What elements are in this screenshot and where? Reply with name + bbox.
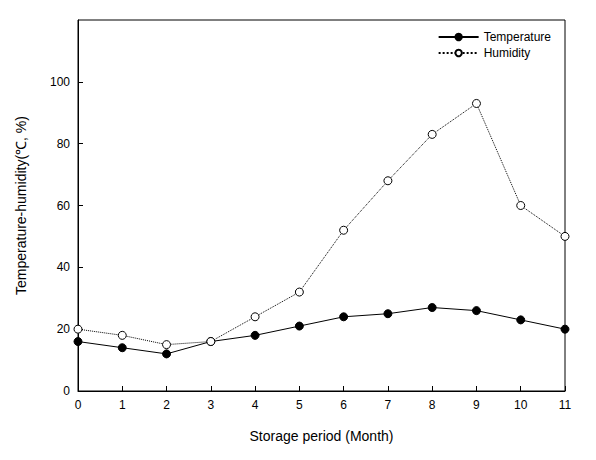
svg-text:Storage period (Month): Storage period (Month)	[250, 428, 394, 444]
svg-text:20: 20	[57, 322, 71, 336]
svg-text:0: 0	[63, 384, 70, 398]
svg-text:10: 10	[514, 398, 528, 412]
svg-text:7: 7	[385, 398, 392, 412]
svg-text:80: 80	[57, 137, 71, 151]
svg-text:4: 4	[252, 398, 259, 412]
svg-text:6: 6	[340, 398, 347, 412]
svg-text:60: 60	[57, 199, 71, 213]
svg-text:Temperature-humidity(℃, %): Temperature-humidity(℃, %)	[13, 116, 29, 295]
svg-text:100: 100	[50, 75, 70, 89]
svg-text:5: 5	[296, 398, 303, 412]
svg-text:Temperature: Temperature	[484, 30, 552, 44]
svg-text:2: 2	[163, 398, 170, 412]
svg-text:1: 1	[119, 398, 126, 412]
svg-text:Humidity: Humidity	[484, 46, 531, 60]
svg-text:0: 0	[75, 398, 82, 412]
svg-text:8: 8	[429, 398, 436, 412]
svg-text:40: 40	[57, 260, 71, 274]
svg-text:3: 3	[207, 398, 214, 412]
svg-text:11: 11	[559, 398, 572, 412]
svg-text:9: 9	[473, 398, 480, 412]
